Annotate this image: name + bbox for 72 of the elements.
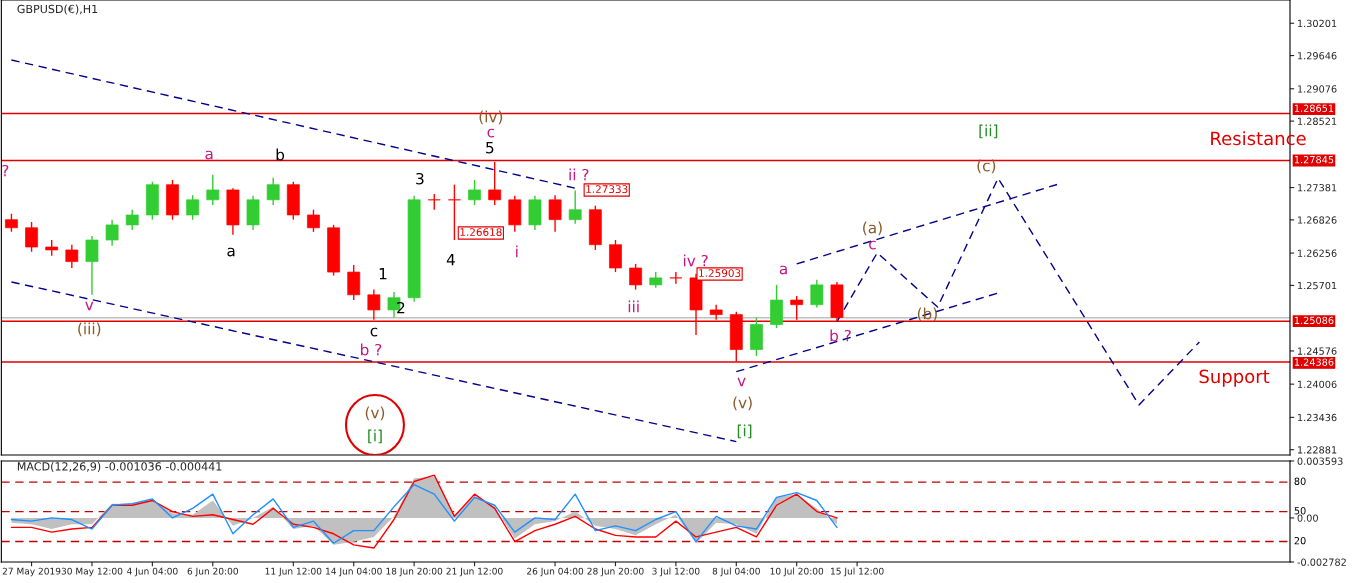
chart-title: GBPUSD(€),H1	[17, 4, 98, 15]
y-tick-label: 1.30201	[1298, 19, 1337, 28]
annotation: (a)	[863, 221, 882, 236]
y-tick-label: 1.27381	[1298, 184, 1337, 192]
text: 20	[1294, 537, 1306, 545]
annotation: iii	[628, 300, 639, 313]
annotation: 1.26618	[460, 228, 502, 237]
annotation: c	[869, 240, 876, 250]
x-tick-label: 4 Jun 04:00	[127, 567, 178, 577]
annotation: (v)	[365, 406, 385, 421]
x-tick-label: 3 Jul 12:00	[652, 567, 700, 577]
annotation: c	[487, 128, 495, 138]
y-tick-label: 0.003593	[1297, 457, 1343, 465]
annotation: (b)	[917, 307, 937, 322]
annotation: [i]	[368, 429, 382, 444]
annotation: 2	[397, 301, 405, 314]
x-tick-label: 18 Jun 20:00	[386, 567, 443, 577]
annotation: b ?	[361, 343, 382, 356]
annotation: a	[227, 247, 235, 257]
annotation: ii ?	[569, 168, 589, 181]
y-tick-label: 1.28521	[1298, 117, 1337, 125]
y-tick-label: 1.24006	[1298, 380, 1337, 388]
y-tick-label: 1.29646	[1298, 52, 1337, 60]
ref-line-label: 1.28651	[1294, 104, 1334, 112]
x-tick-label: 10 Jul 20:00	[770, 567, 824, 577]
annotation: (iii)	[78, 322, 101, 337]
y-tick-label: 1.22881	[1298, 446, 1337, 454]
ref-line-label: 1.24386	[1294, 358, 1334, 366]
annotation: a	[205, 150, 213, 160]
annotation: 3	[416, 172, 424, 185]
annotation: b	[276, 148, 285, 161]
y-tick-label: 1.29076	[1298, 85, 1337, 93]
annotation: (iv)	[479, 110, 503, 125]
annotation: [i]	[737, 424, 752, 439]
ref-line-label: 1.27845	[1294, 155, 1334, 164]
y-tick-label: 1.24576	[1298, 347, 1337, 355]
annotation: 1.27333	[586, 185, 628, 194]
ref-line-label: 1.25086	[1294, 316, 1334, 325]
chart-title: MACD(12,26,9) -0.001036 -0.000441	[17, 462, 222, 472]
annotation: c	[370, 327, 378, 337]
annotation: 1	[379, 268, 387, 280]
text: 80	[1294, 477, 1306, 485]
y-tick-label: -0.002782	[1297, 558, 1346, 566]
annotation: ?	[2, 164, 9, 177]
x-tick-label: 28 Jun 20:00	[587, 567, 644, 577]
annotation: a	[779, 265, 787, 275]
annotation: 1.25903	[699, 269, 741, 278]
annotation: Support	[1199, 369, 1270, 387]
x-tick-label: 14 Jun 04:00	[326, 567, 382, 577]
y-tick-label: 1.26826	[1298, 216, 1337, 224]
x-tick-label: 6 Jun 20:00	[187, 567, 238, 577]
annotation: 4	[446, 254, 455, 266]
annotation: v	[85, 301, 94, 311]
annotation: v	[737, 377, 746, 387]
x-tick-label: 30 May 12:00	[61, 567, 123, 577]
annotation: (c)	[977, 159, 996, 174]
annotation: iv ?	[683, 254, 708, 267]
y-tick-label: 1.25701	[1298, 281, 1337, 290]
annotation: [ii]	[979, 124, 998, 139]
x-tick-label: 27 May 2019	[2, 567, 61, 577]
x-tick-label: 11 Jun 12:00	[265, 567, 322, 577]
x-tick-label: 21 Jun 12:00	[446, 567, 503, 577]
annotation: (v)	[733, 396, 752, 411]
x-tick-label: 15 Jul 12:00	[831, 567, 884, 577]
y-tick-label: 0.00	[1297, 514, 1318, 522]
y-tick-label: 1.26256	[1298, 249, 1337, 257]
annotation: i	[516, 245, 518, 258]
y-tick-label: 1.23436	[1298, 413, 1337, 422]
annotation: 5	[486, 142, 494, 154]
x-tick-label: 8 Jul 04:00	[712, 567, 760, 577]
text: 50	[1294, 507, 1306, 515]
x-tick-label: 26 Jun 04:00	[527, 567, 584, 577]
